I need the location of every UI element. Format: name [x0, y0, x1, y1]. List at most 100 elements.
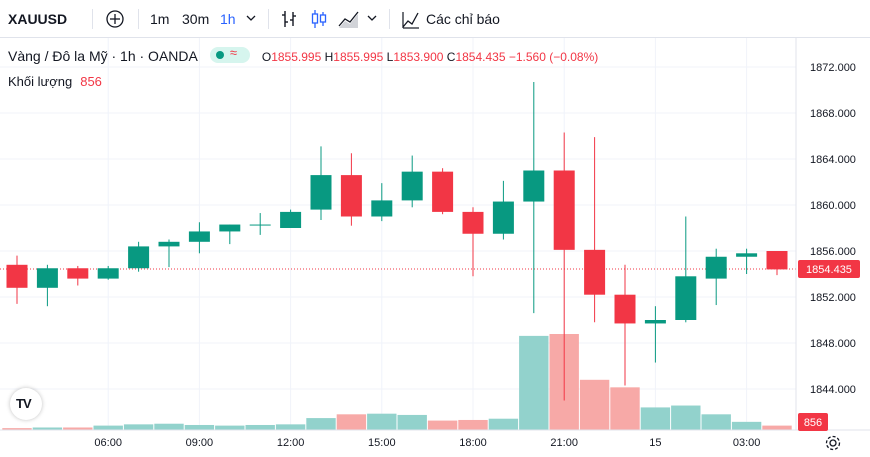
candle-body	[705, 256, 727, 279]
volume-bar	[762, 425, 792, 430]
volume-bar	[610, 387, 640, 430]
tradingview-logo[interactable]: TV	[10, 388, 42, 420]
high-value: 1855.995	[333, 50, 384, 64]
candle-body	[401, 171, 423, 201]
candle-body	[614, 294, 636, 324]
time-tick-label: 15	[649, 437, 661, 449]
volume-bar	[519, 335, 549, 430]
last-price-value: 1854.435	[806, 264, 852, 276]
volume-bar	[427, 420, 458, 430]
last-price-label: 1854.435	[798, 259, 860, 278]
candle-body	[249, 224, 271, 226]
candle-body	[432, 171, 454, 212]
volume-bar	[731, 421, 762, 430]
candle-style-icon[interactable]	[310, 0, 328, 38]
symbol-search[interactable]: XAUUSD	[8, 11, 68, 27]
ohlc-values: O1855.995 H1855.995 L1853.900 C1854.435 …	[261, 50, 599, 64]
volume-bar	[367, 413, 397, 430]
volume-bar	[640, 407, 671, 430]
price-chart[interactable]: 1872.000 1868.000 1864.000 1860.000 1856.000…	[0, 38, 870, 454]
volume-bar	[701, 414, 731, 430]
candle-body	[371, 200, 393, 217]
volume-value: 856	[80, 74, 102, 89]
volume-bar	[215, 425, 245, 430]
low-value: 1853.900	[393, 50, 444, 64]
volume-bar	[2, 428, 32, 430]
candle-body	[584, 249, 606, 295]
toolbar-divider	[268, 9, 269, 29]
toolbar-divider	[138, 9, 139, 29]
price-tick-label: 1864.000	[810, 154, 856, 166]
candle-body	[492, 201, 514, 234]
market-status-badge[interactable]: ≈	[209, 45, 250, 64]
time-tick-label: 21:00	[550, 437, 578, 449]
volume-bar	[306, 418, 336, 430]
indicators-icon[interactable]	[401, 0, 421, 38]
candles	[6, 81, 788, 401]
volume-histogram	[2, 334, 792, 430]
candle-body	[675, 276, 697, 320]
volume-bar	[245, 424, 275, 430]
candle-body	[766, 251, 788, 270]
chart-legend: Vàng / Đô la Mỹ · 1h · OANDA ≈ O1855.995 H…	[8, 45, 599, 65]
time-tick-label: 06:00	[94, 437, 122, 449]
approx-icon: ≈	[229, 45, 237, 61]
volume-legend: Khối lượng 856	[8, 74, 102, 89]
legend-title[interactable]: Vàng / Đô la Mỹ · 1h · OANDA	[8, 48, 198, 64]
top-toolbar: XAUUSD 1m 30m 1h Các chỉ báo	[0, 0, 870, 38]
time-tick-label: 09:00	[186, 437, 214, 449]
gear-icon[interactable]	[824, 434, 842, 457]
candle-body	[219, 224, 241, 232]
candle-body	[188, 231, 210, 242]
candle-body	[553, 170, 575, 250]
volume-bar	[336, 414, 367, 430]
volume-bar	[123, 424, 154, 430]
volume-label[interactable]: Khối lượng	[8, 74, 73, 89]
candle-body	[128, 246, 150, 269]
volume-bar	[154, 423, 184, 430]
volume-bar	[397, 414, 427, 430]
volume-bar	[63, 427, 93, 430]
bar-style-icon[interactable]	[280, 0, 298, 38]
time-tick-label: 03:00	[733, 437, 761, 449]
interval-1m[interactable]: 1m	[150, 11, 170, 27]
price-tick-label: 1868.000	[810, 108, 856, 120]
candle-body	[310, 175, 332, 210]
price-tick-label: 1844.000	[810, 384, 856, 396]
price-tick-label: 1856.000	[810, 246, 856, 258]
candle-body	[736, 253, 758, 257]
price-tick-label: 1848.000	[810, 338, 856, 350]
chevron-down-icon[interactable]	[245, 0, 257, 38]
volume-bar	[671, 405, 701, 430]
price-tick-label: 1852.000	[810, 292, 856, 304]
price-tick-label: 1872.000	[810, 62, 856, 74]
toolbar-divider	[389, 9, 390, 29]
plus-circle-icon[interactable]	[104, 0, 126, 38]
area-style-icon[interactable]	[338, 0, 360, 38]
time-tick-label: 18:00	[459, 437, 487, 449]
candle-body	[523, 170, 545, 202]
candle-body	[340, 175, 362, 217]
price-tick-label: 1860.000	[810, 200, 856, 212]
candle-body	[280, 211, 302, 228]
volume-bar	[93, 425, 123, 430]
volume-bar	[458, 419, 488, 430]
chevron-down-icon[interactable]	[366, 0, 378, 38]
last-volume-value: 856	[804, 417, 822, 429]
tradingview-logo-text: TV	[16, 396, 32, 411]
candle-body	[6, 264, 28, 288]
time-axis: 06:00 09:00 12:00 15:00 18:00 21:00 15 03:00	[94, 437, 760, 449]
change-value: −1.560 (−0.08%)	[508, 50, 599, 64]
volume-bar	[184, 424, 215, 430]
chart-grid	[0, 38, 796, 430]
last-volume-label: 856	[798, 413, 828, 431]
toolbar-divider	[92, 9, 93, 29]
candle-body	[644, 320, 666, 324]
interval-30m[interactable]: 30m	[182, 11, 210, 27]
indicators-button[interactable]: Các chỉ báo	[426, 11, 500, 27]
candle-body	[67, 268, 89, 279]
price-axis: 1872.000 1868.000 1864.000 1860.000 1856.000…	[810, 62, 856, 396]
candle-body	[36, 268, 58, 288]
volume-bar	[275, 424, 306, 430]
interval-1h[interactable]: 1h	[220, 11, 236, 27]
